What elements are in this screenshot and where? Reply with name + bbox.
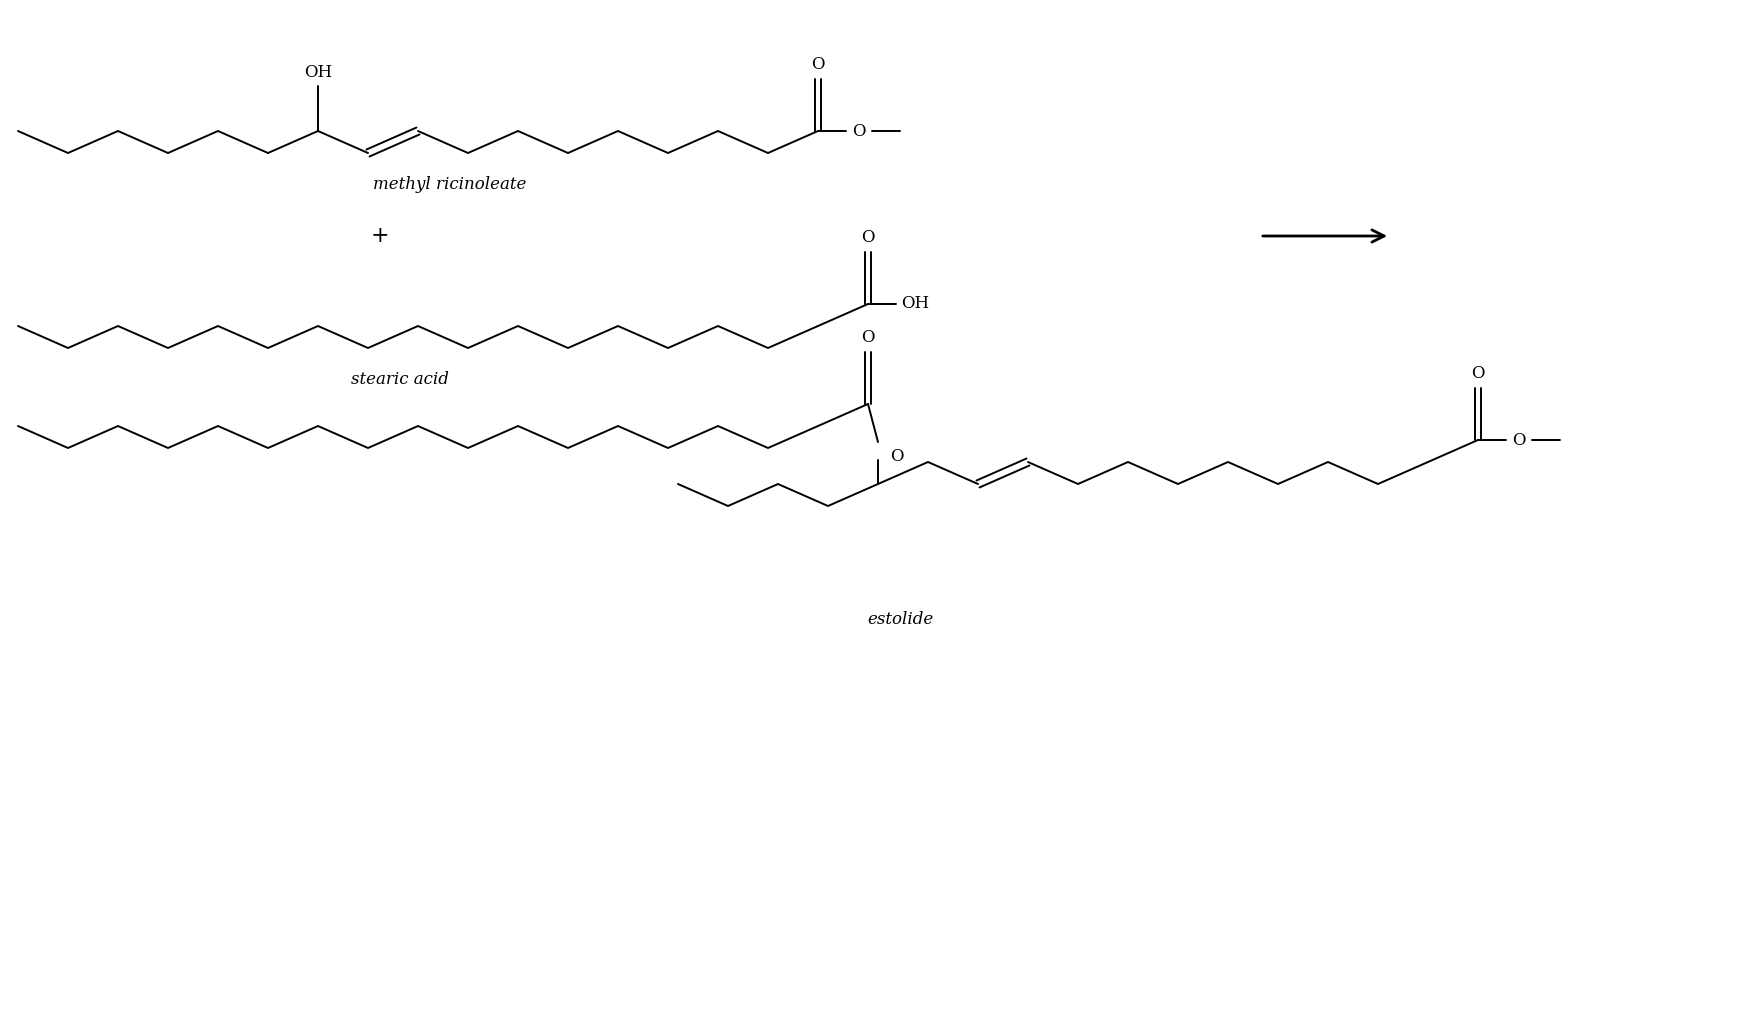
Text: +: + (370, 225, 389, 247)
Text: O: O (852, 123, 866, 139)
Text: O: O (812, 56, 824, 73)
Text: O: O (861, 229, 875, 246)
Text: O: O (1513, 432, 1525, 448)
Text: O: O (891, 448, 903, 465)
Text: OH: OH (303, 64, 331, 81)
Text: O: O (1471, 365, 1485, 383)
Text: OH: OH (901, 296, 929, 312)
Text: estolide: estolide (868, 611, 933, 628)
Text: O: O (861, 329, 875, 346)
Text: methyl ricinoleate: methyl ricinoleate (373, 176, 526, 193)
Text: stearic acid: stearic acid (351, 371, 449, 388)
